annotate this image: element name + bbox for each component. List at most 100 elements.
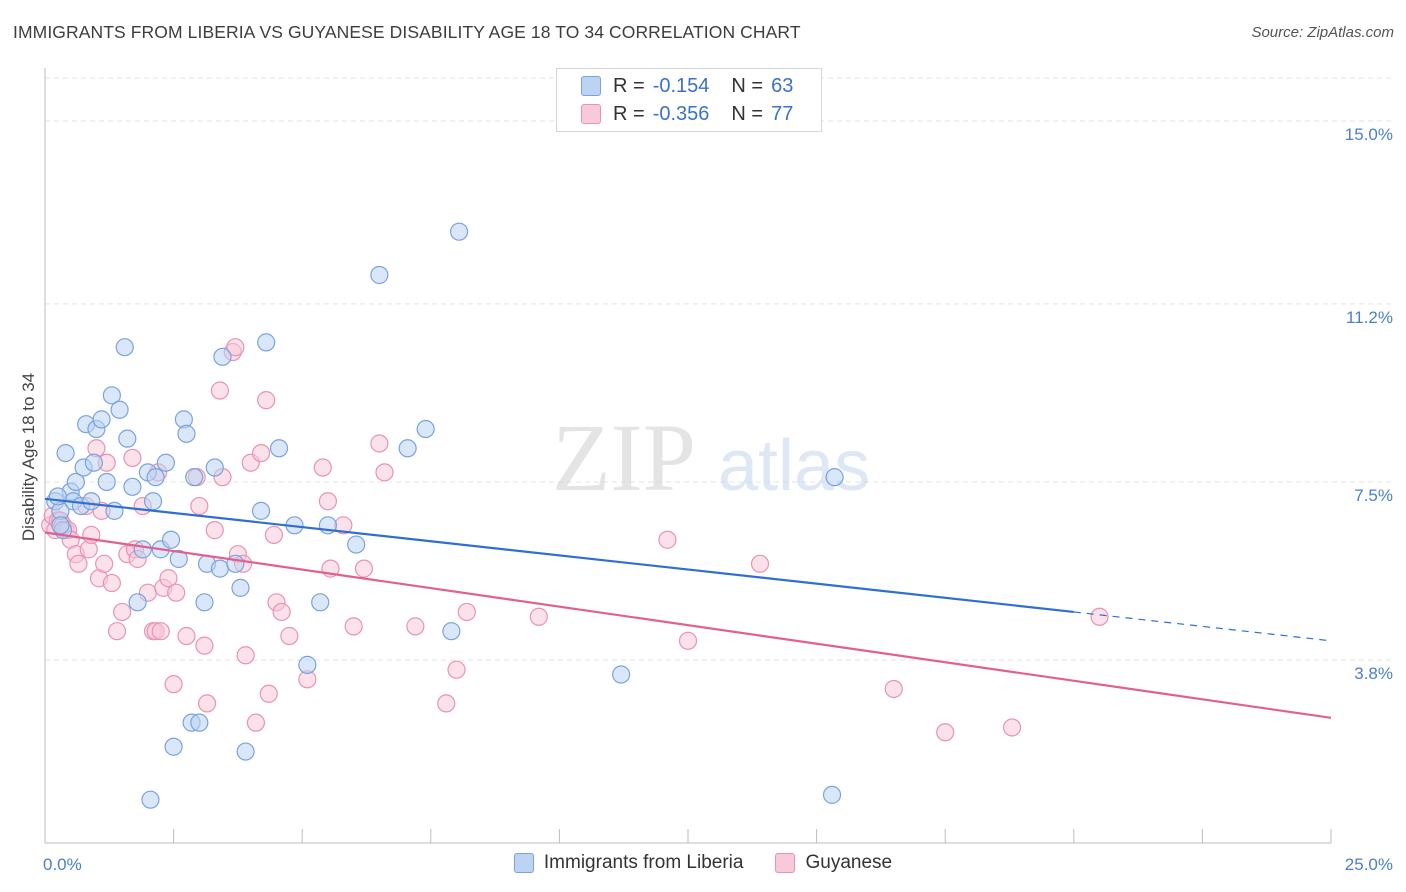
guyanese-point [190,496,209,516]
guyanese-point [313,458,332,477]
guyanese-point [113,602,132,622]
liberia-point [84,453,103,472]
legend-item-guyanese[interactable]: Guyanese [775,852,892,874]
guyanese-point [354,559,374,578]
liberia-point [143,492,163,511]
guyanese-point [246,713,266,732]
watermark-atlas: atlas [718,426,870,506]
guyanese-point [151,622,170,641]
liberia-point [236,742,255,761]
liberia-point [141,790,160,809]
guyanese-point [750,554,770,573]
guyanese-point [259,684,278,703]
guyanese-point [658,530,677,549]
guyanese-point [447,660,466,679]
liberia-point [156,453,175,472]
guyanese-point [375,463,394,482]
liberia-point [449,222,469,241]
stats-row-guyanese: R = -0.356 N = 77 [581,101,793,127]
n-value: 77 [771,102,794,125]
guyanese-point [1090,607,1109,626]
guyanese-point [123,448,142,468]
r-value: -0.154 [652,74,710,97]
liberia-trend-line [44,497,1074,614]
liberia-point [210,559,229,578]
r-value: -0.356 [652,102,710,125]
liberia-point [102,386,121,405]
guyanese-point [164,675,183,694]
liberia-point [48,487,67,506]
liberia-point [269,439,289,458]
liberia-point [311,593,330,612]
guyanese-point [195,636,214,655]
guyanese-point [107,622,127,641]
guyanese-point [236,646,255,665]
guyanese-point [344,617,363,636]
guyanese-point [159,569,178,588]
y-axis-label: Disability Age 18 to 34 [19,373,38,541]
liberia-point [97,472,116,492]
stats-row-liberia: R = -0.154 N = 63 [581,73,793,99]
guyanese-point [936,723,955,742]
liberia-trend-extension [1073,611,1332,642]
stats-legend: R = -0.154 N = 63 R = -0.356 N = 77 [556,68,822,132]
liberia-point [164,737,183,756]
liberia-point [251,501,271,520]
liberia-point [195,593,214,612]
axes [44,68,1332,844]
guyanese-swatch [581,104,601,124]
guyanese-point [280,626,299,646]
liberia-point [442,622,461,641]
liberia-point [298,655,317,674]
guyanese-swatch [775,853,796,873]
liberia-point [146,468,165,487]
r-label: R = [613,74,645,97]
liberia-point [56,443,75,463]
legend-item-liberia[interactable]: Immigrants from Liberia [513,852,744,874]
liberia-swatch [513,853,534,873]
y-tick-label: 15.0% [1345,125,1393,144]
guyanese-point [318,492,338,511]
tick-labels: 3.8% 7.5% 11.2% 15.0% 0.0% 25.0% [43,125,1393,874]
liberia-point [822,785,842,804]
liberia-point [213,347,232,366]
guyanese-point [210,381,229,400]
guyanese-point [257,391,276,410]
guyanese-point [272,602,291,622]
liberia-point [177,424,196,443]
liberia-point [161,530,181,549]
liberia-point [128,593,147,612]
n-value: 63 [771,74,794,97]
liberia-point [190,713,209,732]
x-tick-label: 25.0% [1345,855,1393,874]
guyanese-point [406,617,425,636]
liberia-point [51,516,70,535]
liberia-point [370,265,389,285]
liberia-point [226,554,245,573]
guyanese-point [457,602,476,622]
y-tick-label: 3.8% [1354,664,1393,683]
guyanese-points [41,338,1109,742]
guyanese-point [437,694,456,713]
guyanese-point [264,525,284,545]
liberia-point [115,338,134,357]
liberia-point [169,549,188,569]
guyanese-point [370,434,389,453]
liberia-point [133,540,152,559]
liberia-point [257,333,276,352]
liberia-point [347,535,366,554]
liberia-point [110,400,129,419]
y-tick-label: 11.2% [1346,308,1393,327]
guyanese-trend-line [44,531,1332,719]
liberia-point [612,665,631,684]
liberia-point [185,468,204,487]
guyanese-point [95,554,114,573]
chart-title: IMMIGRANTS FROM LIBERIA VS GUYANESE DISA… [13,22,801,42]
legend-label-liberia: Immigrants from Liberia [543,852,744,873]
liberia-point [205,458,224,477]
x-tick-label: 0.0% [43,855,82,874]
guyanese-point [197,694,217,713]
liberia-point [66,472,85,492]
legend-label-guyanese: Guyanese [805,852,893,873]
